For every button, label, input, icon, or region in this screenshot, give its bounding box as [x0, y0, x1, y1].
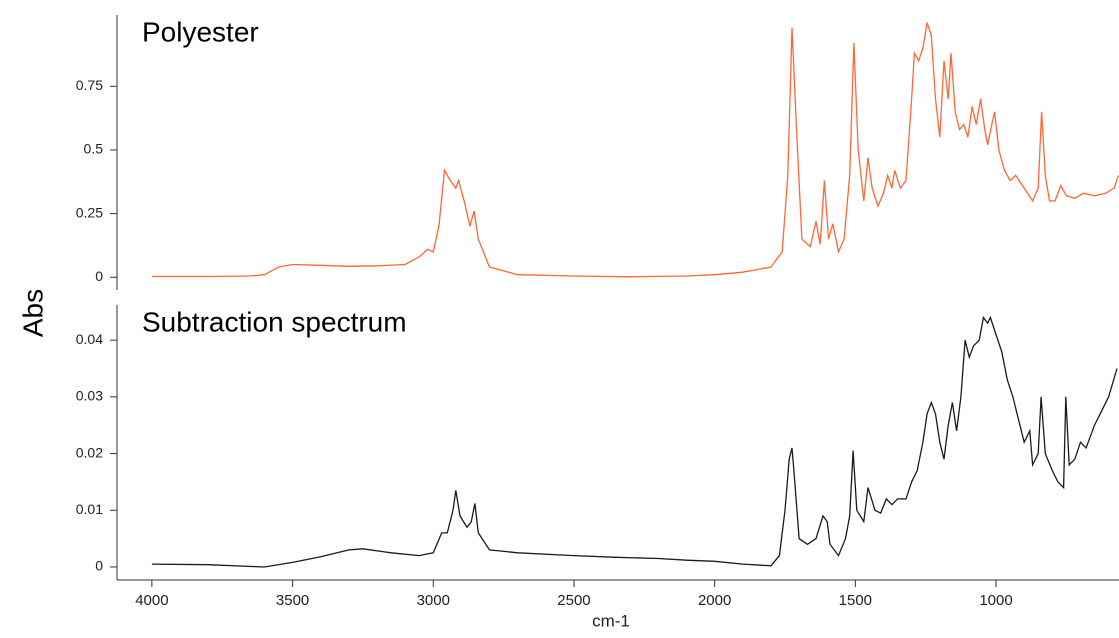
x-tick-label: 3500 [276, 592, 309, 609]
y-axis-label: Abs [17, 289, 48, 337]
y-tick-label: 0.25 [76, 204, 103, 220]
x-tick-label: 1500 [839, 592, 872, 609]
y-tick-label: 0.03 [76, 388, 103, 404]
panel-title: Subtraction spectrum [142, 306, 407, 337]
spectrum-line [151, 315, 1118, 568]
y-tick-label: 0.75 [76, 77, 103, 93]
y-tick-label: 0.01 [76, 501, 103, 517]
panel-title: Polyester [142, 16, 259, 47]
x-tick-label: 2000 [698, 592, 731, 609]
y-tick-label: 0.04 [76, 331, 103, 347]
y-tick-label: 0.5 [84, 141, 104, 157]
y-tick-label: 0.02 [76, 444, 103, 460]
y-tick-label: 0 [95, 558, 103, 574]
x-tick-label: 1000 [979, 592, 1012, 609]
spectrum-line [151, 22, 1119, 278]
x-axis-label: cm-1 [592, 611, 630, 630]
x-tick-label: 3000 [417, 592, 450, 609]
y-tick-label: 0 [95, 268, 103, 284]
x-tick-label: 4000 [135, 592, 168, 609]
x-tick-label: 2500 [557, 592, 590, 609]
